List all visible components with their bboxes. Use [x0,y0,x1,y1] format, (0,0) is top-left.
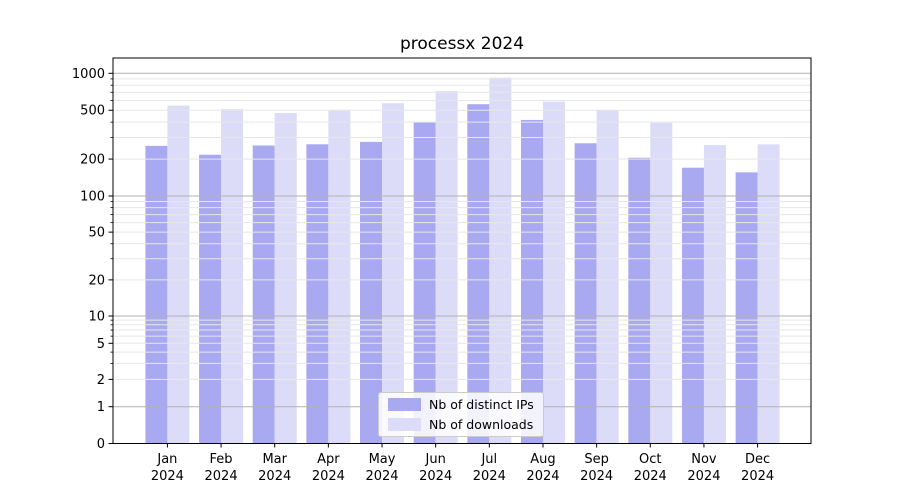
bar-nb-of-downloads-apr [328,110,351,444]
bar-nb-of-distinct-ips-feb [199,154,222,444]
y-tick-label-5: 5 [97,337,105,352]
y-tick-label-200: 200 [80,153,105,168]
y-tick-label-2: 2 [97,373,105,388]
x-tick-label-jun: Jun [425,452,446,467]
legend-label-distinct-ips: Nb of distinct IPs [429,397,534,412]
x-tick-label-may: May [369,452,396,467]
bar-nb-of-downloads-may [382,103,405,444]
x-tick-year-aug: 2024 [526,469,559,484]
bar-nb-of-distinct-ips-jan [145,145,168,444]
chart-legend: Nb of distinct IPs Nb of downloads [378,392,544,437]
bar-nb-of-distinct-ips-dec [735,172,758,444]
legend-swatch-distinct-ips-icon [388,398,421,411]
legend-item-distinct-ips: Nb of distinct IPs [388,397,534,412]
x-tick-year-nov: 2024 [687,469,720,484]
x-tick-year-jul: 2024 [473,469,506,484]
x-tick-year-jun: 2024 [419,469,452,484]
x-tick-label-mar: Mar [262,452,287,467]
bar-nb-of-downloads-jul [489,77,512,444]
x-tick-year-mar: 2024 [258,469,291,484]
y-tick-label-1000: 1000 [72,67,105,82]
x-tick-label-jul: Jul [480,452,497,467]
legend-item-downloads: Nb of downloads [388,417,534,432]
bar-nb-of-distinct-ips-sep [574,143,597,444]
x-tick-year-may: 2024 [365,469,398,484]
x-tick-label-apr: Apr [317,452,340,467]
y-tick-label-20: 20 [88,273,105,288]
bar-nb-of-distinct-ips-oct [628,157,651,444]
bar-nb-of-downloads-jun [435,91,458,444]
bar-nb-of-downloads-oct [650,122,673,444]
x-tick-label-jan: Jan [156,452,177,467]
x-tick-label-aug: Aug [530,452,555,467]
bar-nb-of-distinct-ips-jul [467,104,490,444]
axes-layer: 0 1 2 5 10 20 50 100 200 500 1000 Jan 2024 Feb 2024 Mar… [72,57,812,484]
x-tick-label-feb: Feb [210,452,233,467]
x-tick-label-oct: Oct [639,452,661,467]
y-tick-label-500: 500 [80,104,105,119]
x-tick-year-feb: 2024 [205,469,238,484]
bar-nb-of-downloads-dec [757,144,780,444]
bar-nb-of-distinct-ips-apr [306,144,329,444]
bar-nb-of-downloads-aug [542,101,565,444]
x-tick-year-sep: 2024 [580,469,613,484]
bar-nb-of-downloads-nov [703,145,726,444]
y-tick-label-1: 1 [97,400,105,415]
bar-nb-of-distinct-ips-nov [681,167,704,444]
grid-layer [113,72,811,408]
bar-nb-of-distinct-ips-aug [520,119,543,444]
x-tick-label-dec: Dec [745,452,770,467]
x-tick-year-jan: 2024 [151,469,184,484]
y-tick-label-0: 0 [97,437,105,452]
legend-label-downloads: Nb of downloads [429,417,534,432]
x-tick-year-apr: 2024 [312,469,345,484]
y-tick-label-50: 50 [88,226,105,241]
x-tick-label-sep: Sep [584,452,609,467]
chart-title: processx 2024 [399,34,525,54]
y-tick-label-100: 100 [80,190,105,205]
bar-nb-of-distinct-ips-may [360,141,383,444]
y-tick-label-10: 10 [88,310,105,325]
bar-nb-of-downloads-sep [596,109,619,444]
bar-nb-of-downloads-jan [167,105,190,444]
x-tick-year-dec: 2024 [741,469,774,484]
x-tick-label-nov: Nov [691,452,717,467]
plot-frame [112,57,812,444]
bar-nb-of-downloads-mar [274,112,297,444]
legend-swatch-downloads-icon [388,418,421,431]
bar-nb-of-downloads-feb [221,109,244,444]
x-tick-year-oct: 2024 [634,469,667,484]
bar-nb-of-distinct-ips-mar [252,145,275,444]
bars-layer [145,77,780,444]
